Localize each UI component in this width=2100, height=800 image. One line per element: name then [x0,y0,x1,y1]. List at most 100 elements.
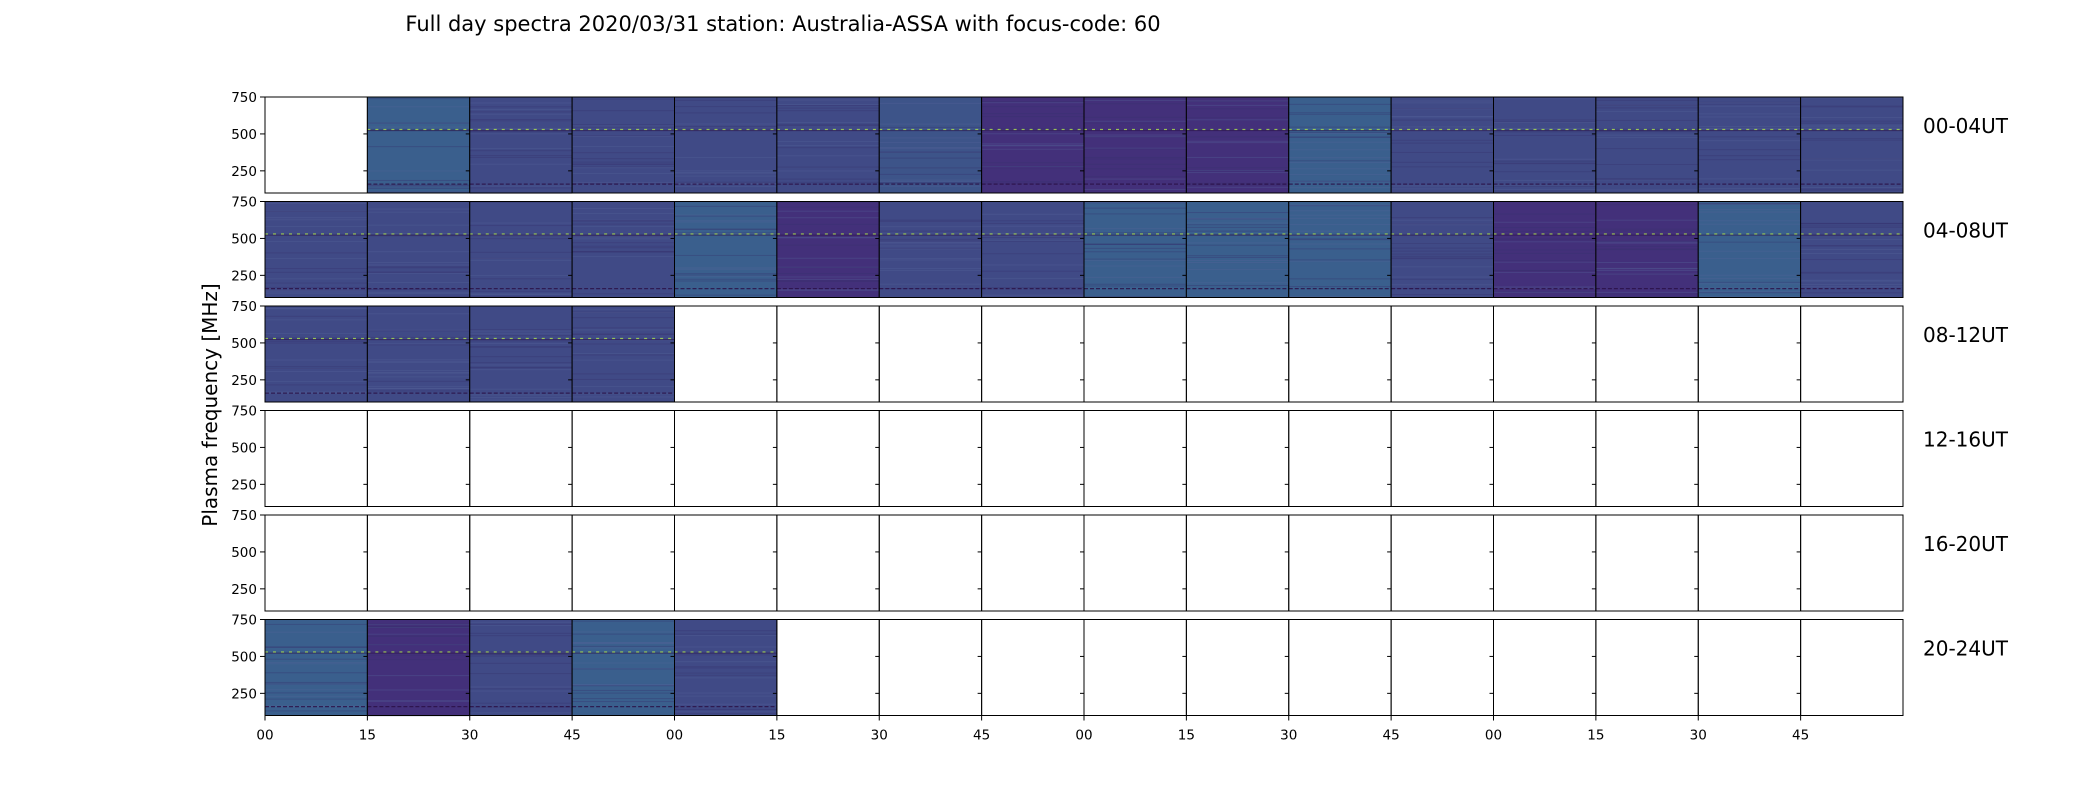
noise-line [469,340,573,342]
noise-line [674,254,777,256]
spectrum-fill [1493,201,1596,298]
panel-frame [1493,514,1597,612]
noise-line [1698,250,1801,252]
noise-line [1800,126,1903,128]
noise-line [1186,217,1289,219]
noise-line [265,695,368,697]
noise-line [1391,253,1494,255]
spectrum-panel [1694,410,1802,507]
noise-line [879,151,982,153]
noise-line [367,122,470,124]
noise-line [674,634,777,636]
noise-line [469,366,573,368]
noise-line [1288,112,1392,114]
noise-line [367,344,470,346]
noise-line [469,397,573,399]
noise-line [879,151,982,153]
noise-line [674,182,777,184]
noise-line [776,244,880,246]
noise-line [1288,286,1392,288]
noise-line [469,654,573,656]
noise-line [265,257,368,259]
noise-line [469,113,573,115]
noise-line [367,623,470,625]
spectrum-panel [1387,619,1494,716]
spectrum-panel [977,305,1085,403]
x-tick-label: 30 [461,728,478,744]
noise-line [572,251,675,253]
noise-line [1084,97,1187,99]
noise-line [1288,161,1392,163]
noise-line [367,126,470,128]
noise-line [265,683,368,685]
noise-line [265,210,368,212]
row-16-20UT: 750 500 250 16-20UT [231,508,2009,612]
noise-line [367,387,470,389]
noise-line [674,228,777,230]
spectrum-panel [772,305,880,403]
noise-line [674,692,777,694]
noise-line [879,238,982,240]
spectrum-panel [568,305,675,403]
noise-line [1391,223,1494,225]
spectrum-panel [465,514,573,612]
noise-line [981,148,1084,150]
noise-line [1288,126,1392,128]
noise-line [1391,188,1494,190]
x-tick-label: 30 [871,728,888,744]
noise-line [1391,116,1494,118]
spectrum-fill [1800,97,1903,193]
noise-line [1493,158,1596,160]
noise-line [469,235,573,237]
panel-frame [264,514,368,612]
spectrum-panel [1489,410,1597,507]
noise-line [1698,278,1801,280]
noise-line [1391,108,1494,110]
noise-line [981,113,1084,115]
panel-frame [1595,514,1699,612]
panel-frame [366,514,471,612]
noise-line [1698,103,1801,105]
noise-line [265,308,368,310]
spectrum-panel [1182,96,1290,194]
noise-line [469,109,573,111]
row-label: 00-04UT [1923,114,2009,138]
noise-line [776,105,880,107]
noise-line [265,307,368,309]
noise-line [572,647,675,649]
noise-line [1698,190,1801,192]
noise-line [469,673,573,675]
noise-line [1493,189,1596,191]
noise-line [1595,137,1699,139]
panel-frame [1493,305,1597,403]
noise-line [1493,221,1596,223]
noise-line [1391,108,1494,110]
noise-line [674,175,777,177]
noise-line [469,346,573,348]
spectrum-panel [264,514,368,612]
noise-line [981,287,1084,289]
noise-line [776,276,880,278]
noise-line [367,271,470,273]
spectrum-fill [674,619,777,716]
noise-line [1698,203,1801,205]
panel-frame [878,514,983,612]
noise-line [1186,244,1289,246]
noise-line [1493,270,1596,272]
noise-line [1186,262,1289,264]
noise-line [1186,212,1289,214]
noise-line [1186,242,1289,244]
noise-line [1288,187,1392,189]
spectrum-panel [772,96,880,194]
noise-line [776,155,880,157]
spectrum-panel [977,619,1085,716]
noise-line [367,191,470,193]
noise-line [572,135,675,137]
noise-line [1698,149,1801,151]
noise-line [572,152,675,154]
noise-line [981,294,1084,296]
noise-line [1493,191,1596,193]
noise-line [879,241,982,243]
noise-line [1595,242,1699,244]
noise-line [879,230,982,232]
